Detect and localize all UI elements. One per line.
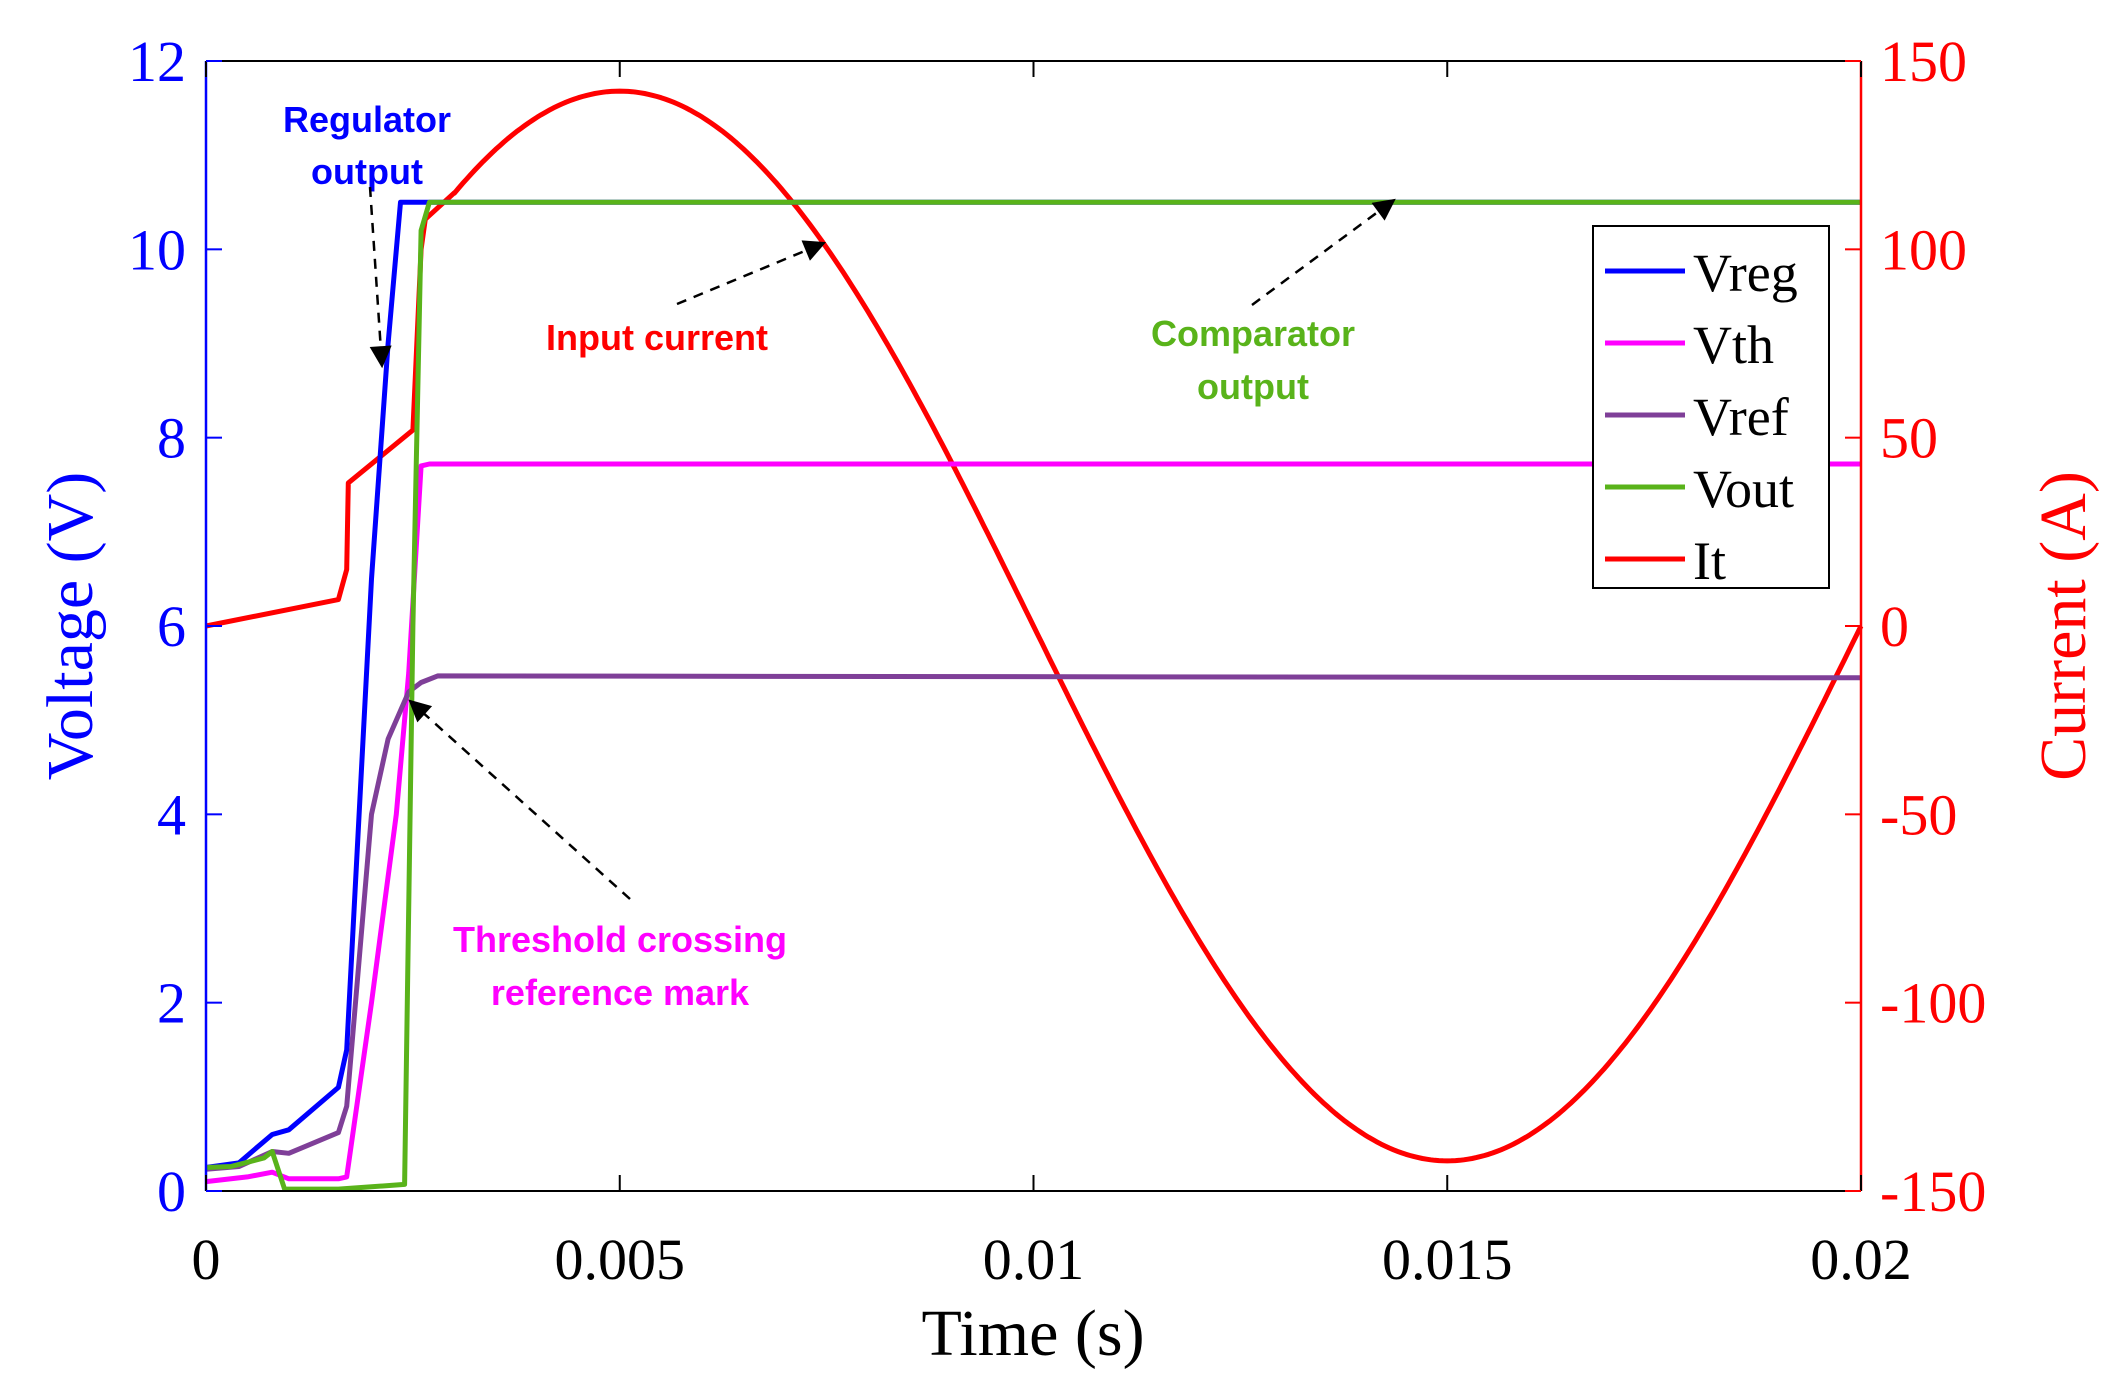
y-right-tick-label: 100 [1880, 217, 1967, 282]
annotation-regulator-output-text: output [311, 151, 423, 192]
annotation-layer: Regulator output Input current Comparator ou… [283, 99, 1396, 1013]
y-left-tick-label: 6 [157, 594, 186, 659]
legend-label-it: It [1693, 531, 1726, 591]
annotation-threshold-crossing-text: Threshold crossing [453, 919, 787, 960]
x-tick-label: 0.015 [1382, 1227, 1513, 1292]
y-right-tick-label: 50 [1880, 406, 1938, 471]
y-left-tick-label: 0 [157, 1159, 186, 1224]
legend-label-vref: Vref [1693, 387, 1789, 447]
y-right-tick-label: 0 [1880, 594, 1909, 659]
y-left-tick-label: 10 [128, 217, 186, 282]
annotation-threshold-crossing-text: reference mark [491, 972, 750, 1013]
legend-label-vth: Vth [1693, 315, 1774, 375]
legend-label-vout: Vout [1693, 459, 1794, 519]
annotation-comparator-output-arrow [1251, 198, 1396, 307]
y-right-tick-label: 150 [1880, 29, 1967, 94]
y-left-tick-label: 2 [157, 971, 186, 1036]
x-tick-label: 0.01 [983, 1227, 1085, 1292]
y-axis-right-label: Current (A) [2027, 471, 2100, 781]
series-line-it [205, 88, 1864, 1164]
legend-label-vreg: Vreg [1693, 243, 1798, 303]
x-tick-label: 0.02 [1810, 1227, 1912, 1292]
ticks-layer: 0 0.005 0.01 0.015 0.02 0 2 4 6 8 10 12 150 100 50 0 -50… [128, 29, 1986, 1292]
annotation-threshold-crossing-arrow [408, 699, 631, 900]
y-right-tick-label: -100 [1880, 971, 1986, 1036]
series-line-vreg [205, 199, 1861, 1170]
legend-box [1592, 225, 1830, 589]
series-layer [205, 88, 1864, 1192]
annotation-input-current-text: Input current [546, 317, 768, 358]
y-left-tick-label: 4 [157, 782, 186, 847]
series-line-vout [205, 199, 1861, 1192]
series-line-vth [205, 461, 1861, 1185]
x-tick-label: 0 [192, 1227, 221, 1292]
y-right-tick-label: -50 [1880, 782, 1957, 847]
y-right-tick-label: -150 [1880, 1159, 1986, 1224]
annotation-regulator-output-text: Regulator [283, 99, 451, 140]
legend: Vreg Vth Vref Vout It [1592, 225, 1830, 591]
annotation-comparator-output-text: output [1197, 366, 1309, 407]
annotation-regulator-output-arrow [368, 186, 392, 369]
y-axis-left-label: Voltage (V) [34, 472, 107, 781]
annotation-comparator-output-text: Comparator [1151, 313, 1355, 354]
y-left-tick-label: 12 [128, 29, 186, 94]
x-axis-label: Time (s) [921, 1297, 1144, 1370]
annotation-input-current-arrow [676, 240, 827, 306]
y-left-tick-label: 8 [157, 406, 186, 471]
x-tick-label: 0.005 [555, 1227, 686, 1292]
